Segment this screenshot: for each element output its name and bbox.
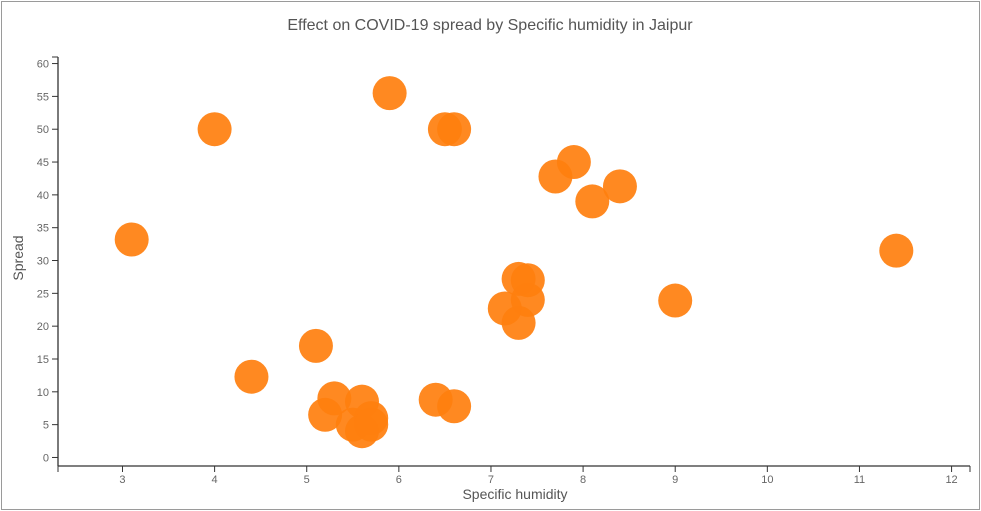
data-point[interactable] (234, 359, 269, 394)
y-tick-label: 50 (37, 124, 49, 136)
data-point[interactable] (879, 233, 914, 268)
data-point[interactable] (114, 222, 149, 257)
y-tick-label: 20 (37, 321, 49, 333)
data-point[interactable] (437, 389, 472, 424)
y-tick-label: 5 (43, 420, 49, 432)
y-tick-label: 10 (37, 387, 49, 399)
y-tick-label: 35 (37, 223, 49, 235)
data-point[interactable] (556, 145, 591, 180)
data-points (114, 76, 914, 449)
y-tick-label: 55 (37, 91, 49, 103)
data-point[interactable] (354, 407, 389, 442)
y-axis: 0 5 10 15 20 25 30 35 40 45 50 55 60 (37, 56, 59, 466)
data-point[interactable] (658, 283, 693, 318)
data-point[interactable] (372, 76, 407, 111)
x-tick-label: 9 (672, 474, 678, 486)
x-tick-label: 4 (212, 474, 218, 486)
data-point[interactable] (510, 282, 545, 317)
x-tick-label: 7 (488, 474, 494, 486)
y-tick-label: 30 (37, 256, 49, 268)
y-tick-label: 0 (43, 452, 49, 464)
x-tick-label: 10 (761, 474, 773, 486)
x-tick-label: 5 (304, 474, 310, 486)
data-point[interactable] (602, 169, 637, 204)
data-point[interactable] (317, 381, 352, 416)
data-point[interactable] (298, 328, 333, 363)
y-tick-label: 25 (37, 288, 49, 300)
data-point[interactable] (197, 112, 232, 147)
y-tick-label: 45 (37, 157, 49, 169)
y-tick-label: 40 (37, 190, 49, 202)
x-tick-label: 3 (119, 474, 125, 486)
y-tick-label: 15 (37, 354, 49, 366)
data-point[interactable] (575, 184, 610, 219)
x-tick-label: 6 (396, 474, 402, 486)
x-tick-label: 8 (580, 474, 586, 486)
x-axis-label: Specific humidity (462, 486, 567, 502)
y-axis-label: Spread (10, 235, 26, 280)
y-tick-label: 60 (37, 59, 49, 71)
chart-title: Effect on COVID-19 spread by Specific hu… (287, 17, 693, 34)
x-axis: 3 4 5 6 7 8 9 10 11 12 (57, 465, 971, 486)
data-point[interactable] (437, 112, 472, 147)
x-tick-label: 12 (945, 474, 957, 486)
x-tick-label: 11 (854, 474, 865, 486)
